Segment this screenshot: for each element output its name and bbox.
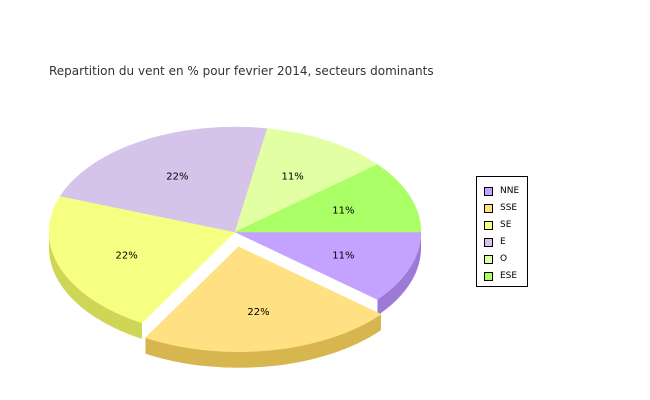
legend-label-e: E bbox=[500, 237, 506, 247]
legend-label-sse: SSE bbox=[500, 203, 518, 213]
legend-swatch-e bbox=[484, 238, 493, 247]
legend-label-nne: NNE bbox=[500, 186, 520, 196]
slice-sse bbox=[145, 246, 382, 352]
legend-swatch-o bbox=[484, 255, 493, 264]
slice-label-se: 22% bbox=[116, 250, 138, 261]
legend-item-ese: ESE bbox=[484, 268, 527, 285]
legend-swatch-nne bbox=[484, 187, 493, 196]
chart-title: Repartition du vent en % pour fevrier 20… bbox=[49, 64, 434, 78]
slice-label-sse: 22% bbox=[247, 307, 269, 318]
legend-item-o: O bbox=[484, 251, 527, 268]
slice-nne bbox=[234, 231, 422, 300]
slice-ese bbox=[234, 164, 422, 233]
slice-label-ese: 11% bbox=[332, 206, 354, 217]
legend-item-se: SE bbox=[484, 217, 527, 234]
slice-label-nne: 11% bbox=[332, 250, 354, 261]
slice-o bbox=[234, 128, 378, 233]
slice-side-se bbox=[49, 232, 142, 339]
legend-label-o: O bbox=[500, 254, 508, 264]
legend-label-se: SE bbox=[500, 220, 512, 230]
legend-label-ese: ESE bbox=[500, 271, 518, 281]
slice-side-nne bbox=[377, 232, 421, 316]
slice-label-e: 22% bbox=[166, 172, 188, 183]
slice-se bbox=[48, 195, 236, 324]
legend-item-sse: SSE bbox=[484, 200, 527, 217]
legend-item-nne: NNE bbox=[484, 183, 527, 200]
slice-e bbox=[59, 126, 268, 233]
legend: NNE SSE SE E O ESE bbox=[476, 176, 528, 287]
legend-swatch-sse bbox=[484, 204, 493, 213]
slice-label-o: 11% bbox=[282, 172, 304, 183]
legend-swatch-ese bbox=[484, 272, 493, 281]
legend-item-e: E bbox=[484, 234, 527, 251]
slice-side-sse bbox=[145, 314, 381, 368]
legend-swatch-se bbox=[484, 221, 493, 230]
